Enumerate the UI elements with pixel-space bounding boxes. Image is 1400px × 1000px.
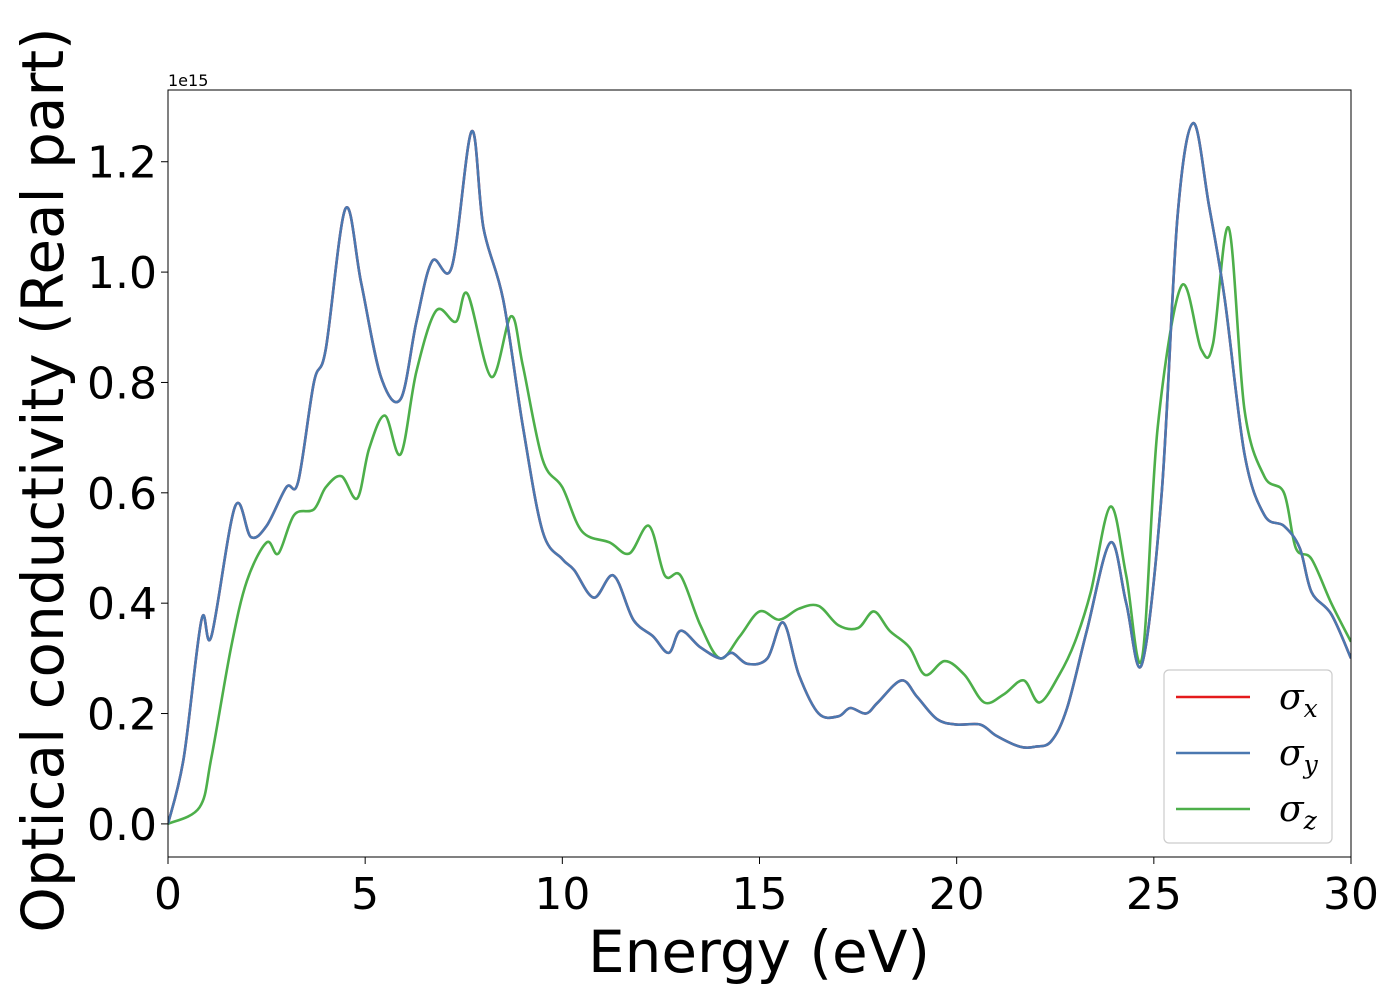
y-tick-label: 0.2 [87,690,157,741]
x-tick-label: 0 [154,869,182,920]
y-tick-label: 0.6 [87,469,157,520]
series-line-z [168,226,1351,826]
x-axis-ticks: 0 5 10 15 20 25 30 [154,857,1379,920]
y-tick-label: 0.4 [87,579,157,630]
x-tick-label: 5 [351,869,379,920]
y-tick-label: 1.0 [87,248,157,299]
x-axis-label: Energy (eV) [588,918,930,986]
y-tick-label: 1.2 [87,138,157,189]
series-layer [168,121,1351,826]
y-axis-label: Optical conductivity (Real part) [9,27,77,932]
x-tick-label: 20 [929,869,985,920]
series-line-y [168,121,1351,825]
x-tick-label: 25 [1126,869,1182,920]
y-tick-label: 0.8 [87,358,157,409]
y-offset-text: 1e15 [168,71,208,90]
legend-label-y: σy [1279,733,1319,779]
x-tick-label: 30 [1323,869,1379,920]
legend: σx σy σz [1163,669,1333,844]
x-tick-label: 10 [534,869,590,920]
legend-box [1163,669,1333,844]
y-tick-label: 0.0 [87,800,157,851]
legend-label-x: σx [1279,677,1318,723]
x-tick-label: 15 [732,869,788,920]
legend-label-z: σz [1279,789,1318,835]
y-axis-ticks: 0.0 0.2 0.4 0.6 0.8 1.0 1.2 [87,138,168,851]
